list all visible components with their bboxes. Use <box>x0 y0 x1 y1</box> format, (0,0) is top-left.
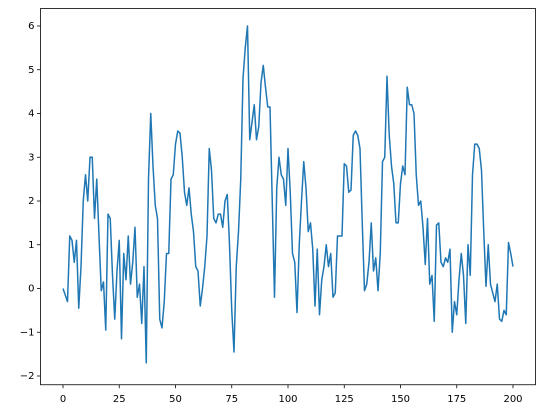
x-tick-label: 200 <box>503 394 522 405</box>
x-tick-label: 75 <box>225 394 238 405</box>
x-tick-label: 125 <box>335 394 354 405</box>
x-tick-label: 100 <box>278 394 297 405</box>
x-tick-label: 175 <box>447 394 466 405</box>
y-tick-label: 3 <box>28 152 34 163</box>
y-tick-label: 5 <box>28 65 34 76</box>
y-tick-label: 0 <box>28 284 34 295</box>
x-tick-label: 0 <box>60 394 66 405</box>
y-tick-label: 1 <box>28 240 34 251</box>
x-tick-label: 150 <box>391 394 410 405</box>
y-tick-label: 2 <box>28 196 34 207</box>
y-tick-label: 4 <box>28 109 34 120</box>
y-tick-label: 6 <box>28 21 34 32</box>
y-tick-label: −1 <box>20 327 35 338</box>
x-tick-label: 25 <box>113 394 126 405</box>
x-tick-label: 50 <box>169 394 182 405</box>
y-tick-label: −2 <box>20 371 35 382</box>
data-line <box>62 25 514 364</box>
axes-frame <box>40 8 536 386</box>
